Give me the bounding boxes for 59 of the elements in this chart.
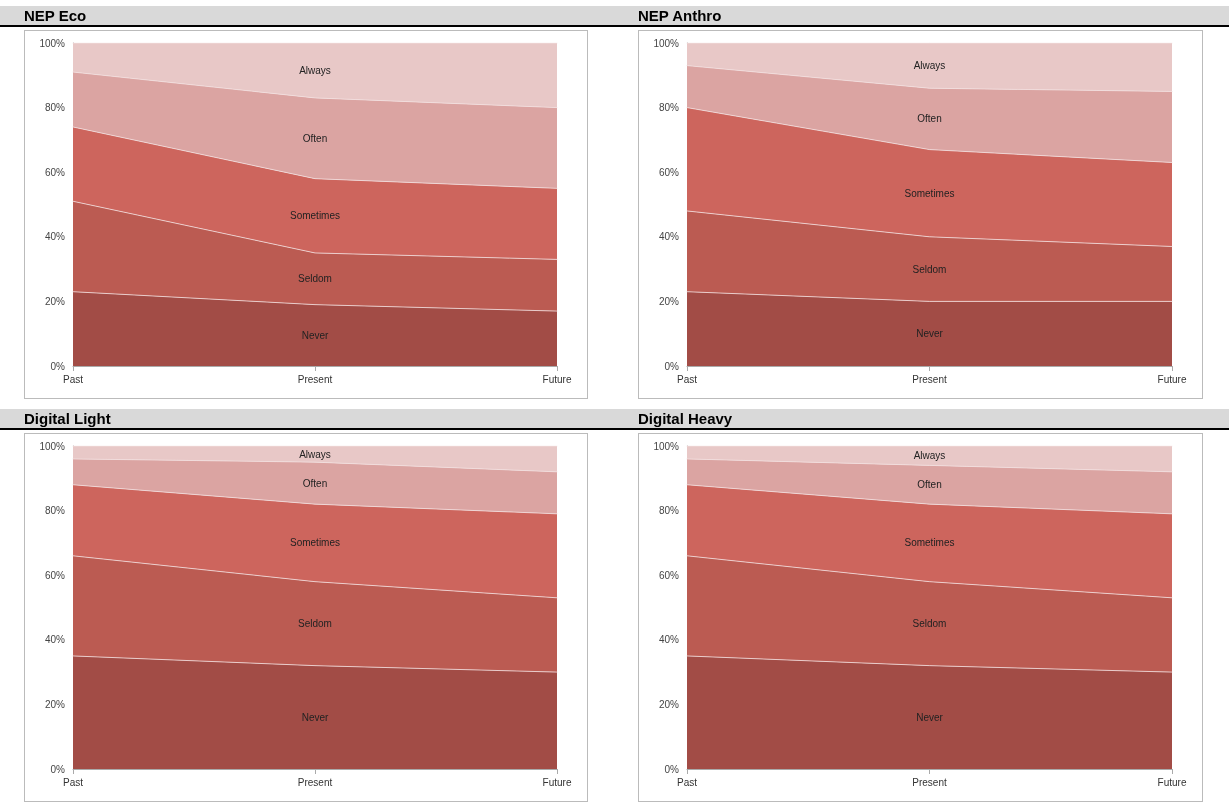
- y-tick-label: 60%: [658, 569, 680, 581]
- series-label: Sometimes: [904, 187, 955, 199]
- y-tick-label: 100%: [39, 440, 66, 452]
- y-tick-label: 80%: [44, 102, 66, 114]
- y-tick-label: 40%: [44, 231, 66, 243]
- x-tick-label: Future: [1157, 373, 1187, 385]
- chart-title: Digital Light: [0, 409, 614, 430]
- series-label: Often: [302, 132, 328, 144]
- y-tick-label: 80%: [658, 505, 680, 517]
- series-label: Sometimes: [289, 210, 341, 222]
- x-tick-label: Future: [542, 776, 572, 788]
- series-label: Seldom: [298, 273, 332, 285]
- y-tick-label: 80%: [44, 505, 66, 517]
- series-label: Often: [917, 113, 942, 125]
- series-label: Seldom: [298, 618, 332, 630]
- x-tick-label: Future: [1157, 776, 1187, 788]
- series-label: Always: [299, 448, 331, 460]
- series-label: Never: [916, 711, 944, 723]
- series-label: Always: [913, 60, 946, 72]
- chart-title: NEP Anthro: [614, 6, 1229, 27]
- x-tick-label: Future: [542, 373, 572, 385]
- y-tick-label: 20%: [44, 295, 66, 307]
- y-tick-label: 0%: [50, 763, 66, 775]
- y-tick-label: 40%: [44, 634, 66, 646]
- y-tick-label: 100%: [39, 37, 66, 49]
- series-label: Seldom: [912, 618, 947, 630]
- y-tick-label: 0%: [664, 360, 680, 372]
- x-tick-label: Past: [676, 373, 698, 385]
- y-tick-label: 100%: [653, 37, 680, 49]
- y-tick-label: 80%: [658, 102, 680, 114]
- x-tick-label: Present: [912, 776, 947, 788]
- series-label: Always: [299, 64, 331, 76]
- y-tick-label: 60%: [44, 569, 66, 581]
- x-tick-label: Present: [297, 776, 333, 788]
- y-tick-label: 20%: [658, 698, 680, 710]
- series-label: Never: [916, 328, 944, 340]
- y-tick-label: 20%: [44, 698, 66, 710]
- series-label: Often: [917, 479, 942, 491]
- x-tick-label: Present: [297, 373, 333, 385]
- series-label: Always: [913, 450, 946, 462]
- y-tick-label: 20%: [658, 295, 680, 307]
- x-tick-label: Past: [62, 776, 84, 788]
- x-tick-label: Past: [676, 776, 698, 788]
- x-tick-label: Past: [62, 373, 84, 385]
- x-tick-label: Present: [912, 373, 947, 385]
- y-tick-label: 100%: [653, 440, 680, 452]
- chart-title: NEP Eco: [0, 6, 614, 27]
- series-label: Sometimes: [289, 537, 341, 549]
- chart-title: Digital Heavy: [614, 409, 1229, 430]
- series-label: Often: [302, 477, 328, 489]
- y-tick-label: 60%: [44, 166, 66, 178]
- y-tick-label: 60%: [658, 166, 680, 178]
- series-label: Seldom: [912, 263, 947, 275]
- y-tick-label: 40%: [658, 231, 680, 243]
- series-label: Sometimes: [904, 537, 955, 549]
- y-tick-label: 0%: [664, 763, 680, 775]
- series-label: Never: [301, 711, 329, 723]
- y-tick-label: 40%: [658, 634, 680, 646]
- y-tick-label: 0%: [50, 360, 66, 372]
